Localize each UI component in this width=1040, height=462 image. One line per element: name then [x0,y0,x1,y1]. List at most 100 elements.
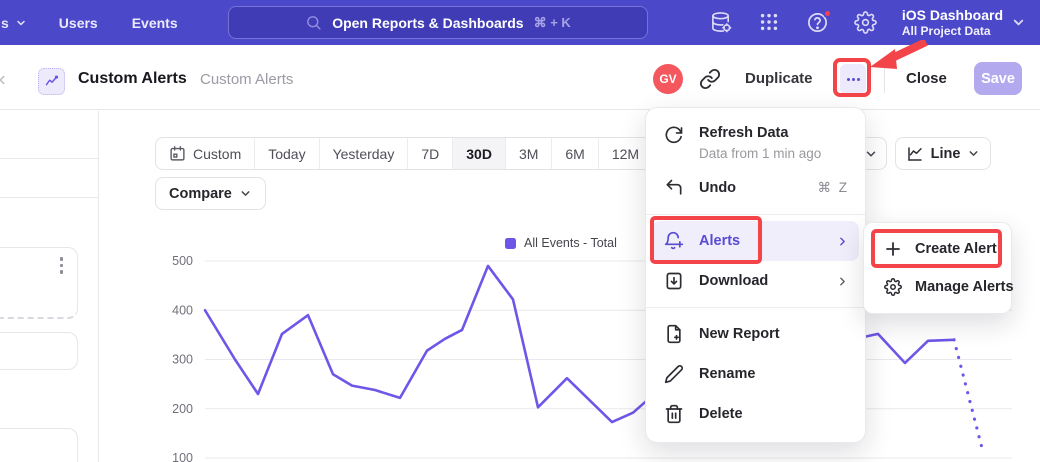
search-placeholder: Open Reports & Dashboards [332,15,523,31]
bell-plus-icon [664,231,684,251]
left-sidebar [0,111,99,462]
menu-divider [646,307,865,308]
apps-grid-icon[interactable] [758,11,782,35]
compare-label: Compare [169,186,232,202]
chevron-down-icon [15,17,27,29]
project-switcher[interactable]: iOS Dashboard All Project Data [902,7,1003,39]
menu-item-undo[interactable]: Undo ⌘ Z [646,168,865,208]
chevron-right-icon [836,275,849,288]
line-chart-icon [906,145,924,163]
collapse-chevron-icon[interactable] [0,73,9,87]
refresh-icon [664,125,684,145]
menu-item-label: Download [699,271,768,291]
new-report-icon [664,324,684,344]
legend-swatch [505,238,516,249]
more-options-menu: Refresh Data Data from 1 min ago Undo ⌘ … [645,107,866,443]
svg-text:400: 400 [172,303,193,317]
report-header: Custom Alerts Custom Alerts GV Duplicate… [0,45,1040,110]
chevron-down-icon [967,147,980,160]
date-range-30d[interactable]: 30D [452,138,505,169]
chevron-down-icon [239,187,252,200]
date-range-control: Custom Today Yesterday 7D 30D 3M 6M 12M [155,137,653,170]
menu-item-refresh-data[interactable]: Refresh Data Data from 1 min ago [646,116,865,168]
kebab-menu-icon[interactable] [60,257,64,274]
menu-item-label: Rename [699,364,755,384]
submenu-item-create-alert[interactable]: Create Alert [864,230,1011,268]
chevron-right-icon [836,235,849,248]
legend-label: All Events - Total [524,236,617,250]
download-icon [664,271,684,291]
nav-item-events[interactable]: Events [132,15,178,31]
chart-type-dropdown[interactable]: Line [895,137,991,170]
submenu-item-label: Manage Alerts [915,279,1014,295]
search-input[interactable]: Open Reports & Dashboards ⌘ + K [228,6,648,39]
avatar[interactable]: GV [653,64,683,94]
menu-item-shortcut: ⌘ Z [818,180,850,196]
svg-text:300: 300 [172,353,193,367]
data-management-icon[interactable] [710,11,734,35]
plus-icon [884,240,902,258]
date-range-label: Custom [193,146,241,162]
date-range-3m[interactable]: 3M [505,138,551,169]
project-chevron-down-icon[interactable] [1011,15,1026,30]
sidebar-row-divider [0,197,98,198]
top-navbar: s Users Events Open Reports & Dashboards… [0,0,1040,45]
gear-icon [884,278,902,296]
svg-text:100: 100 [172,451,193,462]
navbar-right: iOS Dashboard All Project Data [710,0,1040,45]
menu-item-delete[interactable]: Delete [646,394,865,434]
menu-item-label: Alerts [699,231,740,251]
sidebar-row-divider [0,158,98,159]
header-divider [884,65,885,93]
menu-item-label: Refresh Data [699,123,788,143]
search-shortcut: ⌘ + K [534,15,571,31]
project-name: iOS Dashboard [902,7,1003,24]
help-icon[interactable] [806,11,830,35]
sidebar-card[interactable] [0,247,78,319]
breadcrumb: Custom Alerts [200,71,293,88]
calendar-icon [169,145,186,162]
trash-icon [664,404,684,424]
pencil-icon [664,364,684,384]
date-range-6m[interactable]: 6M [551,138,597,169]
undo-icon [664,178,684,198]
menu-item-rename[interactable]: Rename [646,354,865,394]
menu-item-label: New Report [699,324,780,344]
alerts-submenu: Create Alert Manage Alerts [863,222,1012,314]
date-range-today[interactable]: Today [254,138,318,169]
project-scope: All Project Data [902,24,1003,39]
menu-item-alerts[interactable]: Alerts [652,221,859,261]
copy-link-icon[interactable] [699,68,721,90]
app-root: s Users Events Open Reports & Dashboards… [0,0,1040,462]
nav-item-users[interactable]: Users [59,15,98,31]
settings-gear-icon[interactable] [854,11,878,35]
compare-dropdown[interactable]: Compare [155,177,266,210]
submenu-item-label: Create Alert [915,241,997,257]
menu-item-download[interactable]: Download [646,261,865,301]
chevron-down-icon [864,147,878,161]
submenu-item-manage-alerts[interactable]: Manage Alerts [864,268,1011,306]
chart-legend[interactable]: All Events - Total [505,236,617,250]
date-range-yesterday[interactable]: Yesterday [319,138,408,169]
save-button[interactable]: Save [974,62,1022,95]
nav-partial-label: s [1,15,9,31]
svg-text:500: 500 [172,254,193,268]
more-options-button[interactable] [840,64,866,94]
search-icon [305,14,322,31]
svg-text:200: 200 [172,402,193,416]
close-button[interactable]: Close [906,70,947,87]
menu-item-subtitle: Data from 1 min ago [699,146,821,161]
sidebar-card[interactable] [0,332,78,370]
menu-item-new-report[interactable]: New Report [646,314,865,354]
date-range-12m[interactable]: 12M [598,138,652,169]
sidebar-card[interactable] [0,428,78,462]
menu-item-label: Delete [699,404,743,424]
duplicate-button[interactable]: Duplicate [745,70,813,87]
page-title: Custom Alerts [78,70,187,88]
notification-dot [823,9,832,18]
date-range-7d[interactable]: 7D [407,138,452,169]
report-type-icon [38,68,65,95]
date-range-custom[interactable]: Custom [156,138,254,169]
menu-divider [646,214,865,215]
nav-item-partial[interactable]: s [1,15,27,31]
